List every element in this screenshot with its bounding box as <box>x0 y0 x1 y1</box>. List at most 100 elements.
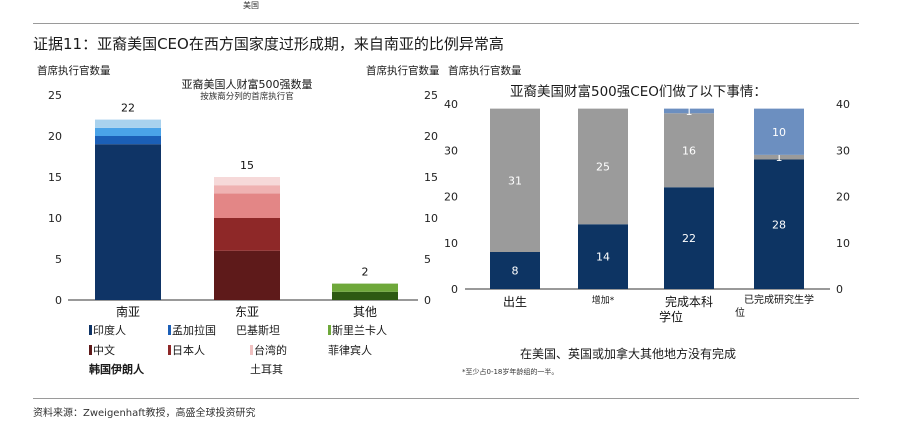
chart1-total-label: 22 <box>121 102 135 115</box>
chart1-y-tick-right: 5 <box>424 253 431 266</box>
chart1-plot: 0 0 5 5 10 10 15 15 20 20 25 25 22 南亚 15 东亚 2 其他 <box>48 89 438 319</box>
chart1-legend-label: 日本人 <box>172 344 205 357</box>
chart1-legend-label: 孟加拉国 <box>172 324 216 337</box>
chart2-y-tick-left: 40 <box>444 98 458 111</box>
chart1-legend-item: 日本人 <box>168 342 205 358</box>
chart1-y-tick-right: 25 <box>424 89 438 102</box>
chart1-bar-segment <box>95 136 161 145</box>
chart2-y-tick-right: 40 <box>836 98 850 111</box>
chart1-legend-label: 土耳其 <box>250 363 283 376</box>
chart2-y-tick-right: 30 <box>836 144 850 157</box>
chart2-y-tick-right: 20 <box>836 191 850 204</box>
chart2-bar-segment <box>754 108 804 155</box>
chart2-footnote: *至少占0-18岁年龄组的一半。 <box>462 368 559 376</box>
chart2-value-label: 14 <box>596 251 610 264</box>
chart2-y-tick-left: 20 <box>444 191 458 204</box>
chart1-legend-item: 土耳其 <box>250 361 283 377</box>
chart1-y-tick-right: 15 <box>424 171 438 184</box>
chart1-legend-label: 中文 <box>93 344 115 357</box>
chart1-y-tick-right: 20 <box>424 130 438 143</box>
chart2-y-tick-right: 10 <box>836 237 850 250</box>
chart1-legend-label: 斯里兰卡人 <box>332 324 387 337</box>
chart1-legend-label: 台湾的 <box>254 344 287 357</box>
chart1-y-tick-left: 5 <box>55 253 62 266</box>
chart1-legend-item: 韩国伊朗人 <box>89 361 144 377</box>
chart1-legend-swatch <box>168 345 171 355</box>
chart1-legend-label: 韩国伊朗人 <box>89 363 144 376</box>
chart1-y-tick-right: 10 <box>424 212 438 225</box>
chart2-value-label: 1 <box>776 151 783 164</box>
chart1-x-tick-label: 南亚 <box>116 304 140 319</box>
chart1-y-tick-left: 0 <box>55 294 62 307</box>
chart1-legend-swatch <box>89 325 92 335</box>
chart1-legend-item: 菲律宾人 <box>328 342 372 358</box>
chart2-bar-segment <box>664 113 714 188</box>
page-title: 证据11：亚裔美国CEO在西方国家度过形成期，来自南亚的比例异常高 <box>33 35 504 53</box>
chart1-legend-item: 印度人 <box>89 322 126 338</box>
chart2-value-label: 28 <box>772 218 786 231</box>
chart1-x-tick-label: 其他 <box>353 305 377 319</box>
chart2-value-label: 8 <box>512 265 519 278</box>
chart2-bar-segment <box>664 187 714 289</box>
chart2-x-tick-label: 增加* <box>592 294 615 306</box>
chart1-legend-item: 台湾的 <box>250 342 287 358</box>
chart1-legend-item: 中文 <box>89 342 115 358</box>
chart1-legend-swatch <box>168 325 171 335</box>
chart1-legend-label: 印度人 <box>93 324 126 337</box>
chart1-y-tick-left: 10 <box>48 212 62 225</box>
chart1-x-tick-label: 东亚 <box>235 305 259 319</box>
chart2-x-tick-label: 完成本科学位 <box>659 294 713 324</box>
chart1-bar-segment <box>214 218 280 251</box>
chart2-plot: 0 0 10 10 20 20 30 30 40 40 8 31 14 25 22 16 1 28 1 10 出生 增加*… <box>444 98 850 324</box>
chart1-legend-item: 斯里兰卡人 <box>328 322 387 338</box>
chart1-bar-segment <box>214 185 280 194</box>
chart1-subtitle: 按族裔分列的首席执行官 <box>200 92 294 102</box>
chart1-y-tick-right: 0 <box>424 294 431 307</box>
chart2-value-label: 10 <box>772 126 786 139</box>
bottom-divider <box>33 398 859 399</box>
chart2-title: 亚裔美国财富500强CEO们做了以下事情： <box>510 84 767 100</box>
chart2-x-tick-label: 已完成研究生学位 <box>735 293 814 319</box>
chart1-total-label: 2 <box>362 266 369 279</box>
chart1-bar-segment <box>214 250 280 300</box>
chart2-value-label: 31 <box>508 174 522 187</box>
chart2-value-label: 22 <box>682 232 696 245</box>
chart2-bar-segment <box>578 108 628 225</box>
chart1-y-tick-left: 25 <box>48 89 62 102</box>
chart2-value-label: 25 <box>596 160 610 173</box>
chart1-title: 亚裔美国人财富500强数量 <box>181 78 313 91</box>
chart1-bar-segment <box>214 193 280 218</box>
chart2-value-label: 1 <box>686 105 693 118</box>
chart1-legend-label: 巴基斯坦 <box>236 324 280 337</box>
top-divider <box>33 23 859 24</box>
chart1-total-label: 15 <box>240 159 254 172</box>
chart2-value-label: 16 <box>682 144 696 157</box>
chart1-legend-label: 菲律宾人 <box>328 344 372 357</box>
chart2-y-tick-left: 0 <box>451 283 458 296</box>
chart2-y-axis-title: 首席执行官数量 <box>448 65 522 77</box>
chart1-y-axis-title-right: 首席执行官数量 <box>366 65 440 77</box>
chart2-bar-segment <box>578 224 628 289</box>
chart2-y-tick-right: 0 <box>836 283 843 296</box>
chart2-bottom-note: 在美国、英国或加拿大其他地方没有完成 <box>520 347 737 361</box>
chart2-bar-segment <box>490 108 540 252</box>
chart2-bar-segment <box>490 252 540 289</box>
header-tag: 美国 <box>243 1 259 10</box>
chart1-legend-item: 巴基斯坦 <box>236 322 280 338</box>
chart1-legend-swatch <box>89 345 92 355</box>
chart1-bar-segment <box>214 177 280 186</box>
chart2-bar-segment <box>754 159 804 289</box>
source-note: 资料来源：Zweigenhaft教授，高盛全球投资研究 <box>33 408 256 419</box>
chart2-x-tick-label: 出生 <box>503 295 527 309</box>
chart2-y-tick-left: 10 <box>444 237 458 250</box>
chart1-bar-segment <box>95 119 161 128</box>
chart1-bar-segment <box>332 283 398 292</box>
chart2-y-tick-left: 30 <box>444 144 458 157</box>
chart1-y-tick-left: 15 <box>48 171 62 184</box>
chart1-y-axis-title-left: 首席执行官数量 <box>37 65 111 77</box>
chart1-bar-segment <box>332 291 398 300</box>
chart1-bar-segment <box>95 144 161 300</box>
chart1-legend-swatch <box>328 325 331 335</box>
chart1-bar-segment <box>95 127 161 136</box>
chart2-bar-segment <box>754 154 804 160</box>
